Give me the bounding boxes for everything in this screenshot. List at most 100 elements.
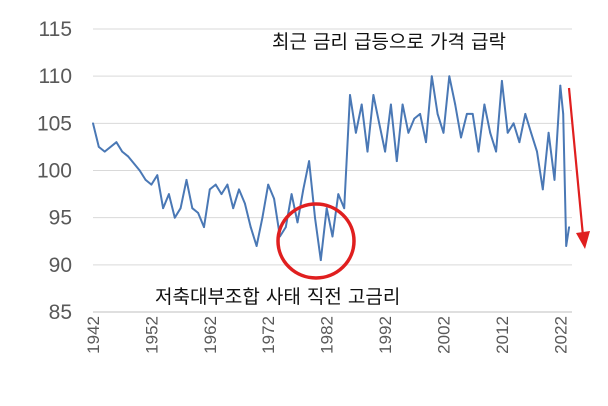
data-point: [156, 174, 159, 177]
highlight-circle: [276, 202, 356, 280]
data-point: [495, 150, 497, 153]
data-point: [179, 207, 182, 210]
data-point: [331, 235, 334, 238]
x-tick-label: 1962: [201, 316, 220, 354]
data-point: [343, 207, 346, 210]
data-point: [501, 80, 503, 82]
data-point: [530, 131, 532, 134]
data-point: [249, 226, 252, 229]
data-point: [483, 103, 486, 106]
data-point: [267, 183, 270, 186]
data-point: [203, 226, 205, 229]
data-point: [290, 193, 293, 196]
y-tick-label: 90: [49, 254, 72, 277]
data-point: [97, 146, 100, 148]
data-point: [562, 113, 565, 115]
data-point: [518, 141, 521, 144]
data-point: [144, 179, 147, 181]
data-point: [425, 141, 427, 144]
data-point: [314, 216, 316, 219]
data-point: [401, 103, 404, 106]
data-point: [460, 136, 462, 139]
data-point: [308, 160, 310, 163]
data-point: [220, 193, 223, 196]
x-tick-label: 2002: [434, 316, 453, 354]
y-tick-label: 100: [37, 160, 72, 183]
data-point: [337, 193, 340, 196]
data-point: [226, 183, 229, 186]
data-point: [255, 245, 258, 247]
data-point: [273, 197, 275, 200]
data-point: [413, 117, 416, 120]
x-tick-label: 2022: [551, 316, 570, 354]
x-tick-label: 1982: [318, 316, 337, 354]
data-point: [559, 84, 562, 87]
data-point: [436, 113, 439, 115]
data-point: [390, 103, 392, 106]
data-point: [536, 150, 538, 153]
x-tick-label: 1952: [142, 316, 161, 354]
data-point: [419, 113, 421, 115]
data-point: [568, 226, 570, 229]
data-point: [355, 131, 357, 134]
data-point: [214, 183, 217, 186]
annotation-sl-crisis: 저축대부조합 사태 직전 고금리: [155, 286, 400, 308]
y-tick-label: 85: [49, 301, 72, 324]
data-point: [284, 226, 287, 229]
data-point: [173, 216, 176, 219]
data-points: [92, 75, 570, 261]
data-point: [466, 113, 468, 115]
data-point: [325, 207, 328, 210]
data-point: [115, 141, 118, 144]
data-point: [372, 94, 375, 96]
data-point: [454, 103, 457, 106]
decline-arrow-shaft: [567, 87, 585, 237]
decline-arrow-head: [576, 231, 590, 249]
grid-lines: [93, 28, 572, 266]
data-point: [232, 207, 235, 210]
data-point: [238, 188, 240, 191]
data-point: [261, 216, 264, 219]
y-tick-label: 105: [37, 112, 72, 135]
data-point: [512, 122, 515, 125]
data-point: [489, 131, 492, 134]
data-point: [349, 94, 351, 96]
data-point: [471, 113, 474, 115]
data-point: [553, 179, 556, 181]
data-point: [506, 131, 509, 134]
data-point: [448, 75, 451, 78]
data-point: [384, 150, 386, 153]
data-point: [197, 212, 200, 214]
data-point: [541, 188, 544, 191]
data-point: [302, 188, 305, 191]
data-point: [296, 221, 299, 224]
y-tick-label: 110: [39, 65, 72, 88]
data-point: [547, 131, 550, 134]
data-point: [162, 207, 165, 210]
data-point: [366, 150, 369, 153]
data-point: [378, 122, 381, 125]
data-point: [430, 75, 433, 78]
x-axis: 1942 1952 1962 1972 1982 1992 2002 2012 2022: [84, 316, 570, 354]
data-point: [244, 202, 246, 205]
data-point: [208, 188, 211, 191]
data-point: [138, 169, 141, 172]
data-point: [524, 113, 527, 115]
data-point: [191, 207, 194, 210]
data-point: [407, 131, 410, 134]
y-tick-label: 95: [49, 207, 72, 230]
series-line: [92, 75, 571, 262]
y-tick-label: 115: [39, 18, 72, 41]
x-tick-label: 1972: [259, 316, 278, 354]
data-point: [168, 193, 170, 196]
data-point: [121, 150, 124, 153]
x-tick-label: 2012: [493, 316, 512, 354]
data-point: [395, 160, 398, 163]
data-point: [150, 183, 153, 186]
x-tick-label: 1992: [376, 316, 395, 354]
y-axis: 85 90 95 100 105 110 115: [37, 18, 72, 324]
x-tick-label: 1942: [84, 316, 103, 354]
data-point: [185, 179, 188, 181]
data-point: [477, 150, 480, 153]
data-point: [127, 155, 129, 158]
